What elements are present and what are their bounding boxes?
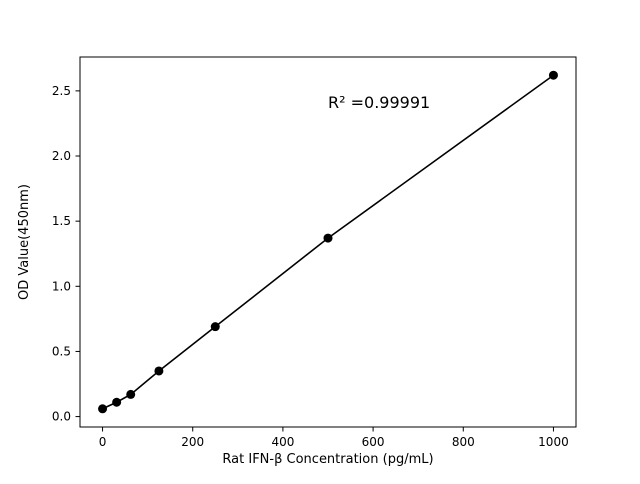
data-point xyxy=(154,366,164,376)
x-axis-label: Rat IFN-β Concentration (pg/mL) xyxy=(222,452,433,467)
data-point xyxy=(323,233,333,243)
data-point xyxy=(210,322,220,332)
plot-area: 0 200 400 600 800 1000 0.0 0.5 1.0 1.5 2.0 2.5 xyxy=(52,56,577,449)
y-tick-label: 0.5 xyxy=(52,344,71,358)
y-tick-label: 1.5 xyxy=(52,214,71,228)
r-squared-annotation: R² =0.99991 xyxy=(328,93,430,112)
data-point xyxy=(548,70,558,80)
x-tick-label: 0 xyxy=(99,435,107,449)
x-tick-label: 800 xyxy=(452,435,475,449)
x-tick-label: 200 xyxy=(181,435,204,449)
data-point xyxy=(126,389,136,399)
x-tick-label: 1000 xyxy=(538,435,569,449)
data-point xyxy=(98,404,108,414)
y-tick-label: 0.0 xyxy=(52,410,71,424)
plot-frame xyxy=(79,56,577,428)
y-axis-label: OD Value(450nm) xyxy=(17,184,32,300)
data-point xyxy=(112,397,122,407)
x-tick-label: 600 xyxy=(362,435,385,449)
x-tick-label: 400 xyxy=(271,435,294,449)
y-tick-label: 2.5 xyxy=(52,84,71,98)
y-tick-label: 1.0 xyxy=(52,279,71,293)
y-tick-label: 2.0 xyxy=(52,149,71,163)
